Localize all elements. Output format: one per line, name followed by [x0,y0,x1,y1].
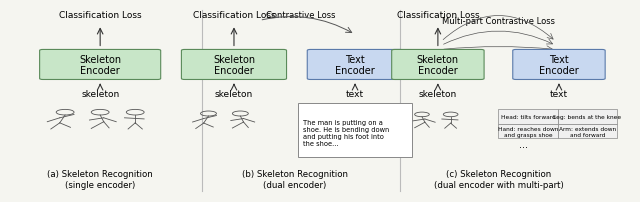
FancyBboxPatch shape [557,110,617,124]
Text: Skeleton
Encoder: Skeleton Encoder [417,54,459,76]
Text: ...: ... [520,139,529,149]
FancyBboxPatch shape [392,50,484,80]
Text: skeleton: skeleton [81,89,119,99]
Text: (a) Skeleton Recognition
(single encoder): (a) Skeleton Recognition (single encoder… [47,169,153,189]
Text: Classification Loss: Classification Loss [193,11,275,20]
Text: skeleton: skeleton [215,89,253,99]
Text: (b) Skeleton Recognition
(dual encoder): (b) Skeleton Recognition (dual encoder) [241,169,348,189]
FancyBboxPatch shape [298,103,412,157]
Text: Leg: bends at the knee: Leg: bends at the knee [553,115,621,119]
FancyBboxPatch shape [40,50,161,80]
Text: (c) Skeleton Recognition
(dual encoder with multi-part): (c) Skeleton Recognition (dual encoder w… [433,169,563,189]
Text: Classification Loss: Classification Loss [397,11,479,20]
Text: Multi-part Contrastive Loss: Multi-part Contrastive Loss [442,17,555,26]
Text: The man is putting on a
shoe. He is bending down
and putting his foot into
the s: The man is putting on a shoe. He is bend… [303,119,389,146]
Text: Arm: extends down
and forward: Arm: extends down and forward [559,126,616,137]
Text: Classification Loss: Classification Loss [59,11,141,20]
FancyBboxPatch shape [557,124,617,139]
Text: Text
Encoder: Text Encoder [335,54,375,76]
FancyBboxPatch shape [181,50,287,80]
Text: Contrastive Loss: Contrastive Loss [266,11,335,20]
Text: Skeleton
Encoder: Skeleton Encoder [213,54,255,76]
Text: text: text [346,89,364,99]
FancyBboxPatch shape [499,110,557,124]
Text: Text
Encoder: Text Encoder [539,54,579,76]
Text: Head: tilts forward: Head: tilts forward [500,115,556,119]
Text: Hand: reaches down
and grasps shoe: Hand: reaches down and grasps shoe [498,126,558,137]
Text: text: text [550,89,568,99]
FancyBboxPatch shape [307,50,403,80]
FancyBboxPatch shape [513,50,605,80]
Text: Skeleton
Encoder: Skeleton Encoder [79,54,121,76]
Text: skeleton: skeleton [419,89,457,99]
FancyBboxPatch shape [499,124,557,139]
